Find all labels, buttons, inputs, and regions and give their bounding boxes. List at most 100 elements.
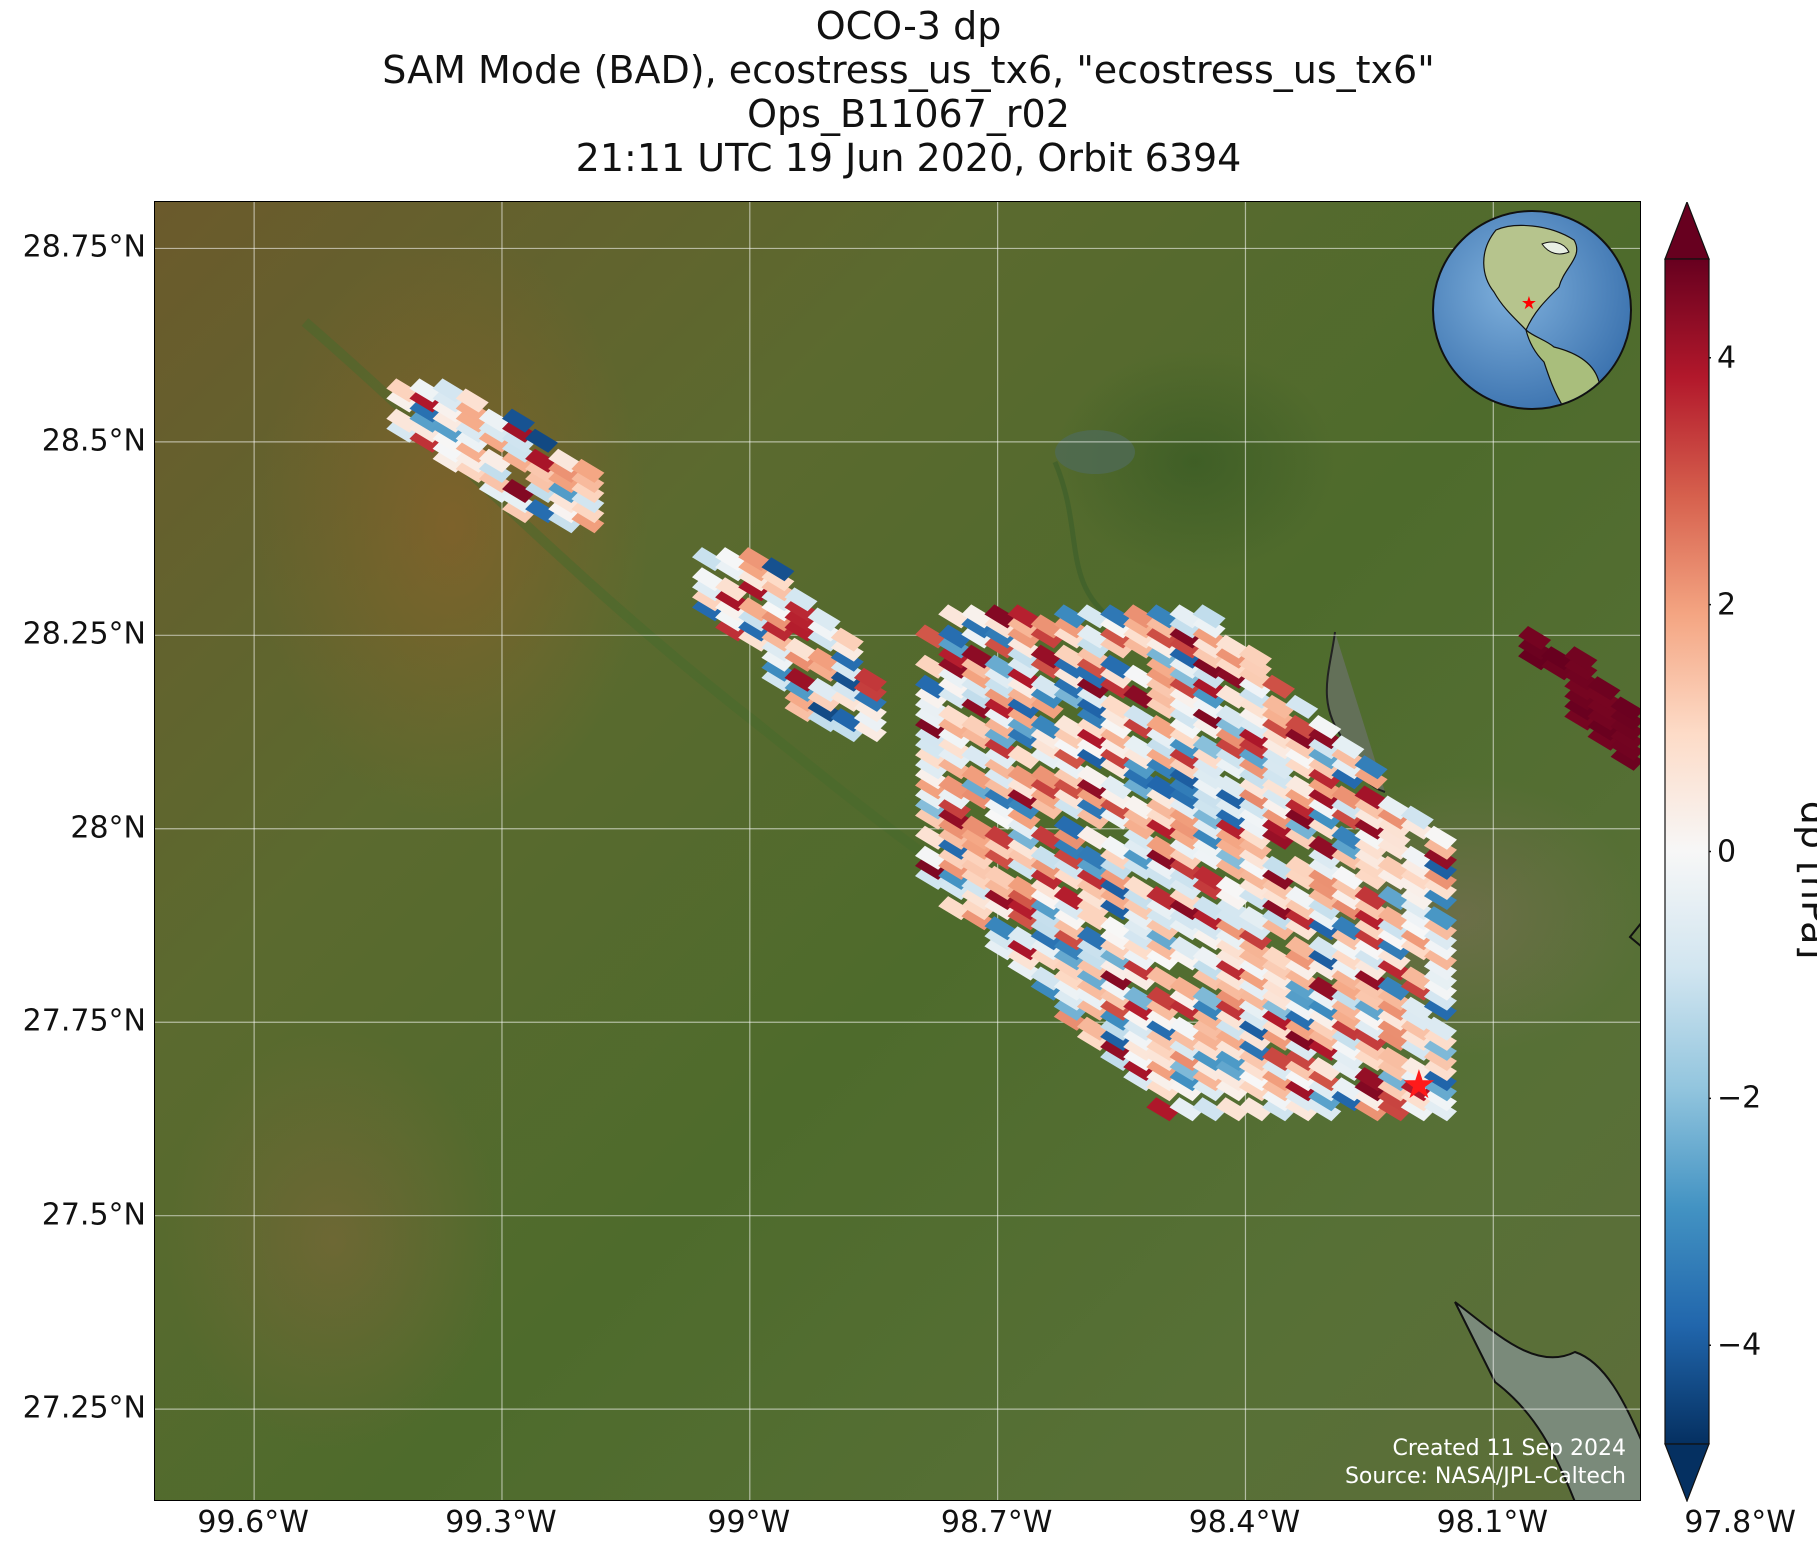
sounding-pixel xyxy=(1262,795,1295,820)
sounding-pixel xyxy=(1331,865,1365,890)
sounding-pixel xyxy=(1400,936,1434,961)
sounding-pixel xyxy=(1007,845,1041,870)
sounding-pixel xyxy=(1123,1036,1157,1061)
sounding-pixel xyxy=(961,684,995,709)
sounding-pixel xyxy=(1308,876,1342,900)
sounding-pixel xyxy=(1192,1006,1226,1031)
sounding-pixel xyxy=(961,715,995,739)
sounding-pixel xyxy=(502,418,535,443)
sounding-pixel xyxy=(1285,1026,1319,1051)
sounding-pixel xyxy=(1400,896,1434,921)
sounding-pixel xyxy=(1215,966,1249,991)
sounding-pixel xyxy=(1262,1026,1295,1051)
sounding-pixel xyxy=(1238,735,1272,760)
sounding-pixel xyxy=(1076,1026,1110,1051)
sounding-pixel xyxy=(1146,614,1180,639)
sounding-pixel xyxy=(1146,644,1180,669)
sounding-pixel xyxy=(1238,986,1272,1011)
sounding-pixel xyxy=(1262,785,1295,810)
sounding-pixel xyxy=(1400,845,1434,870)
sounding-pixel xyxy=(1587,716,1621,741)
map-panel[interactable]: ★ xyxy=(154,201,1641,1501)
sounding-pixel xyxy=(386,378,420,403)
sounding-pixel xyxy=(502,438,535,463)
sounding-pixel xyxy=(1238,1036,1272,1061)
sounding-pixel xyxy=(784,647,818,672)
sounding-pixel xyxy=(715,607,749,632)
sounding-pixel xyxy=(1262,715,1295,739)
sounding-pixel xyxy=(1331,1087,1365,1112)
sounding-pixel xyxy=(1354,986,1388,1011)
sounding-pixel xyxy=(715,577,749,602)
sounding-pixel xyxy=(1564,656,1598,681)
sounding-pixel xyxy=(1354,845,1388,870)
sounding-pixel xyxy=(1192,865,1226,890)
sounding-pixel xyxy=(1262,946,1295,971)
sounding-pixel xyxy=(1331,996,1365,1021)
sounding-pixel xyxy=(1192,825,1226,850)
sounding-pixel xyxy=(915,654,949,679)
sounding-pixel xyxy=(1146,946,1180,971)
lon-tick-label: 98.1°W xyxy=(1436,1505,1549,1540)
sounding-pixel xyxy=(1610,736,1640,761)
sounding-pixel xyxy=(386,388,420,413)
sounding-pixel xyxy=(1053,684,1087,709)
sounding-pixel xyxy=(1169,835,1203,860)
sounding-pixel xyxy=(1007,936,1041,961)
sounding-pixel xyxy=(1238,755,1272,780)
sounding-pixel xyxy=(1354,1097,1388,1122)
sounding-pixel xyxy=(1285,996,1319,1021)
sounding-pixel xyxy=(1146,886,1180,910)
sounding-pixel xyxy=(961,855,995,880)
sounding-pixel xyxy=(1423,906,1457,931)
sounding-pixel xyxy=(1377,886,1411,910)
sounding-pixel xyxy=(692,547,725,572)
sounding-pixel xyxy=(1007,815,1041,840)
sounding-pixel xyxy=(984,735,1018,760)
sounding-pixel xyxy=(1377,835,1411,860)
sounding-pixel xyxy=(1169,936,1203,961)
sounding-pixel xyxy=(984,876,1018,900)
sounding-pixel xyxy=(1076,725,1110,750)
sounding-pixel xyxy=(1308,745,1342,770)
sounding-pixel xyxy=(938,865,972,890)
sounding-pixel xyxy=(1030,966,1064,991)
sounding-pixel xyxy=(1169,795,1203,820)
sounding-pixel xyxy=(1262,916,1295,941)
sounding-pixel xyxy=(1053,765,1087,790)
sounding-pixel xyxy=(915,865,949,890)
sounding-pixel xyxy=(1169,725,1203,750)
sounding-pixel xyxy=(1076,886,1110,910)
sounding-pixel xyxy=(525,448,559,473)
sounding-pixel xyxy=(409,428,443,453)
sounding-pixel xyxy=(1377,916,1411,941)
sounding-pixel xyxy=(761,607,795,632)
sounding-pixel xyxy=(1030,845,1064,870)
sounding-pixel xyxy=(1007,855,1041,880)
sounding-pixel xyxy=(1146,674,1180,699)
lat-tick-label: 28.75°N xyxy=(22,229,146,265)
sounding-pixel xyxy=(1215,785,1249,810)
sounding-pixel xyxy=(1308,775,1342,800)
sounding-pixel xyxy=(1030,865,1064,890)
sounding-pixel xyxy=(1423,1087,1457,1112)
sounding-pixel xyxy=(478,418,512,443)
sounding-pixel xyxy=(938,876,972,900)
sounding-pixel xyxy=(1146,624,1180,649)
sounding-pixel xyxy=(1564,646,1598,671)
sounding-pixel xyxy=(1007,725,1041,750)
sounding-pixel xyxy=(984,745,1018,770)
sounding-pixel xyxy=(1169,755,1203,780)
sounding-pixel xyxy=(1262,745,1295,770)
sounding-pixel xyxy=(432,408,466,433)
sounding-pixel xyxy=(784,617,818,642)
sounding-pixel xyxy=(1423,1047,1457,1071)
sounding-pixel xyxy=(548,499,582,524)
sounding-pixel xyxy=(1100,1047,1134,1071)
sounding-pixel xyxy=(1192,654,1226,679)
sounding-pixel xyxy=(1331,946,1365,971)
sounding-pixel xyxy=(1100,916,1134,941)
sounding-pixel xyxy=(1262,876,1295,900)
sounding-pixel xyxy=(1610,716,1640,741)
sounding-pixel xyxy=(1169,1016,1203,1041)
